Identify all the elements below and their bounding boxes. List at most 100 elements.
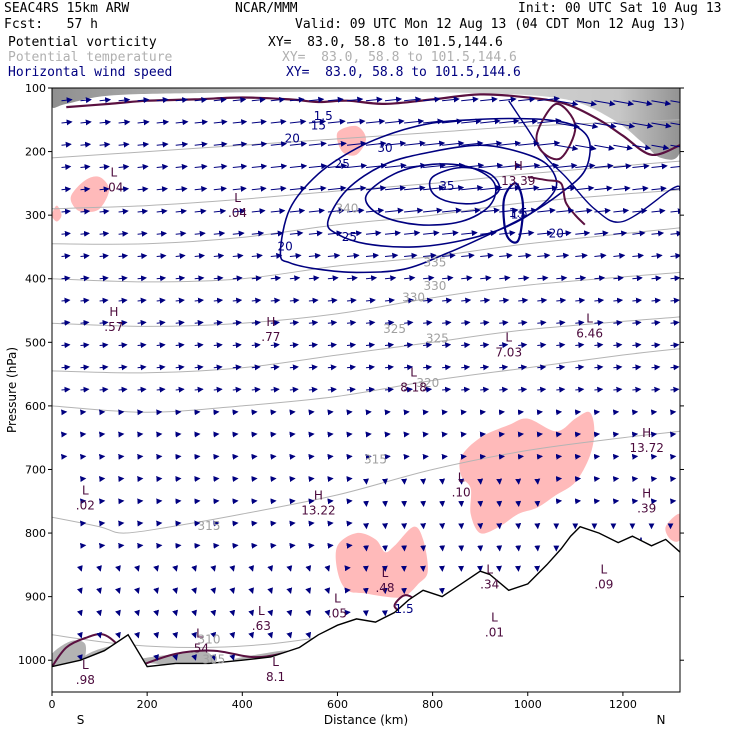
theta-contour — [52, 119, 680, 159]
extremum-kind-label: H — [314, 488, 323, 502]
wind-vector — [441, 409, 448, 416]
wind-vector — [248, 565, 255, 572]
y-tick-label: 100 — [25, 82, 46, 95]
wind-vector — [365, 252, 379, 259]
wind-vector — [175, 141, 189, 148]
legend-theta-label: Potential temperature — [8, 50, 173, 65]
wind-vector — [422, 431, 429, 438]
wind-vector — [439, 500, 446, 507]
wind-vector — [632, 275, 643, 282]
wind-speed-label: 20 — [277, 239, 292, 253]
wind-vector — [461, 96, 479, 103]
wind-vector — [194, 409, 201, 416]
wind-vector — [480, 230, 497, 237]
wind-vector — [346, 275, 358, 282]
wind-vector — [461, 162, 485, 169]
wind-vector — [441, 431, 448, 438]
wind-vector — [99, 453, 106, 460]
wind-vector — [423, 297, 434, 304]
legend-theta-xy: XY= 83.0, 58.8 to 101.5,144.6 — [282, 50, 517, 65]
wind-vector — [670, 208, 680, 215]
wind-vector — [118, 319, 128, 326]
wind-vector — [381, 545, 388, 552]
wind-vector — [99, 164, 110, 171]
wind-vector — [365, 118, 386, 125]
wind-vector — [346, 96, 364, 103]
wind-vector — [137, 542, 144, 549]
wind-vector — [232, 208, 246, 215]
wind-vector — [137, 141, 150, 148]
wind-vector — [286, 565, 293, 572]
wind-vector — [613, 163, 632, 170]
wind-vector — [670, 386, 680, 393]
wind-vector — [441, 453, 448, 460]
wind-vector — [480, 118, 501, 125]
wind-vector — [537, 95, 560, 102]
wind-vector — [632, 185, 649, 192]
x-tick-label: 1000 — [514, 698, 542, 711]
wind-vector — [232, 342, 242, 349]
wind-vector — [479, 409, 486, 416]
wind-vector — [480, 207, 500, 214]
extremum-kind-label: L — [601, 563, 608, 577]
wind-vector — [99, 230, 110, 237]
wind-vector — [137, 163, 149, 170]
wind-vector — [327, 297, 338, 304]
wind-vector — [461, 252, 475, 259]
wind-vector — [194, 498, 201, 505]
wind-vector — [384, 297, 395, 304]
wind-vector — [96, 565, 102, 572]
wind-vector — [632, 163, 650, 170]
wind-vector — [404, 252, 418, 259]
extremum-value-label: .98 — [76, 673, 95, 687]
wind-vector — [327, 542, 334, 549]
wind-vector — [613, 297, 624, 304]
wind-vector — [175, 253, 186, 260]
wind-vector — [479, 453, 486, 460]
wind-vector — [213, 498, 220, 505]
wind-vector — [556, 364, 566, 371]
wind-vector — [327, 319, 338, 326]
wind-vector — [156, 163, 169, 170]
wind-vector — [613, 342, 623, 349]
wind-vector — [327, 386, 337, 393]
wind-vector — [99, 297, 109, 304]
wind-vector — [346, 476, 353, 483]
wind-vector — [518, 386, 528, 393]
wind-vector — [631, 431, 639, 438]
wind-vector — [99, 520, 106, 527]
extremum-value-label: .04 — [228, 206, 247, 220]
wind-vector — [308, 476, 315, 483]
wind-vector — [134, 565, 140, 572]
wind-vector — [534, 545, 541, 552]
wind-vector — [118, 498, 125, 505]
wind-vector — [210, 587, 217, 594]
wind-vector — [308, 252, 321, 259]
wind-vector — [76, 631, 83, 639]
wind-vector — [172, 587, 178, 594]
wind-vector — [537, 319, 547, 326]
wind-vector — [137, 386, 147, 393]
wind-vector — [423, 162, 446, 169]
wind-vector — [194, 297, 204, 304]
wind-vector — [518, 162, 541, 169]
wind-vector — [251, 364, 261, 371]
wind-vector — [289, 96, 305, 103]
wind-vector — [404, 185, 426, 192]
theta-contour-label: 315 — [364, 452, 387, 466]
wind-vector — [270, 208, 286, 215]
wind-vector — [99, 253, 109, 260]
wind-vector — [365, 319, 376, 326]
wind-vector — [175, 476, 182, 483]
wind-vector — [232, 96, 247, 103]
wind-vector — [308, 207, 325, 214]
wind-vector — [480, 96, 498, 103]
wind-speed-label: 20 — [285, 131, 300, 145]
wind-vector — [346, 185, 367, 192]
wind-vector — [156, 119, 170, 126]
wind-vector — [518, 140, 540, 147]
wind-vector — [194, 163, 208, 170]
wind-vector — [346, 163, 368, 170]
wind-speed-label: 25 — [342, 230, 357, 244]
wind-vector — [118, 141, 130, 148]
